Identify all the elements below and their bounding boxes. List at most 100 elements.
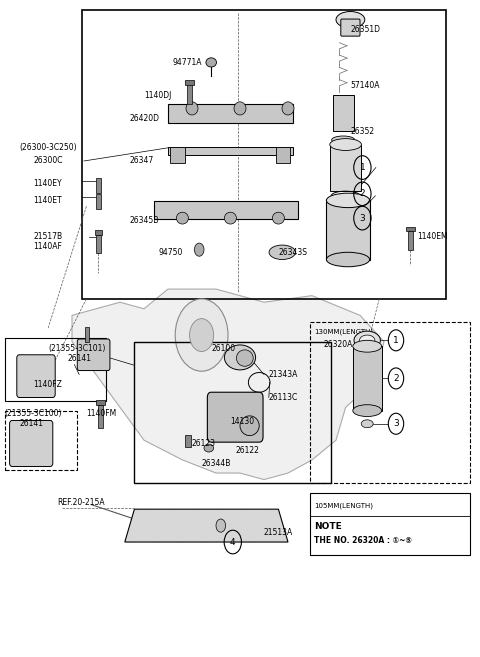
Ellipse shape: [269, 245, 295, 260]
Text: 4: 4: [230, 537, 236, 547]
Bar: [187, 84, 192, 104]
Ellipse shape: [354, 331, 380, 350]
Bar: [96, 178, 101, 193]
Bar: [98, 405, 103, 428]
Polygon shape: [72, 289, 384, 480]
FancyBboxPatch shape: [341, 19, 360, 36]
Circle shape: [175, 299, 228, 371]
Bar: [310, 322, 470, 483]
Text: 26320A: 26320A: [324, 340, 353, 350]
Text: 1140EM: 1140EM: [418, 232, 448, 241]
Text: 94771A: 94771A: [173, 58, 202, 67]
Text: 26351D: 26351D: [350, 25, 380, 34]
Circle shape: [216, 519, 226, 532]
Text: 26113C: 26113C: [269, 393, 298, 402]
Bar: [5, 338, 106, 401]
Bar: [276, 147, 290, 163]
Ellipse shape: [330, 139, 361, 150]
Text: 26344B: 26344B: [202, 459, 231, 468]
FancyBboxPatch shape: [17, 355, 55, 397]
Text: 2: 2: [393, 374, 399, 383]
Text: 3: 3: [360, 214, 365, 223]
FancyBboxPatch shape: [77, 339, 110, 371]
Text: 57140A: 57140A: [350, 81, 380, 90]
Text: 26123: 26123: [192, 439, 216, 448]
Ellipse shape: [353, 340, 382, 352]
Text: 94750: 94750: [158, 248, 183, 258]
Text: (21355-3C100): (21355-3C100): [5, 409, 62, 419]
Ellipse shape: [272, 212, 284, 224]
Text: 1140FZ: 1140FZ: [34, 380, 62, 389]
Ellipse shape: [282, 102, 294, 115]
Text: 1140FM: 1140FM: [86, 409, 117, 419]
Text: 1140DJ: 1140DJ: [144, 91, 171, 100]
Text: 130MM(LENGTH): 130MM(LENGTH): [314, 328, 373, 335]
Text: NOTE: NOTE: [314, 522, 342, 532]
Text: 1140AF: 1140AF: [34, 242, 62, 251]
Bar: [85, 327, 89, 342]
Text: 26141: 26141: [67, 353, 91, 363]
Bar: [82, 10, 446, 299]
Ellipse shape: [177, 212, 188, 224]
Text: (26300-3C250): (26300-3C250): [19, 143, 77, 152]
Ellipse shape: [186, 102, 198, 115]
Text: 14130: 14130: [230, 417, 254, 426]
Text: (21355-3C101): (21355-3C101): [48, 344, 106, 353]
Bar: [408, 231, 413, 250]
Bar: [353, 346, 382, 411]
Bar: [310, 493, 470, 555]
Bar: [96, 194, 101, 209]
Text: 26352: 26352: [350, 127, 374, 136]
Text: 1140ET: 1140ET: [34, 196, 62, 205]
Text: 2: 2: [360, 189, 365, 198]
Ellipse shape: [236, 350, 253, 367]
FancyBboxPatch shape: [207, 392, 263, 442]
Text: 26345B: 26345B: [130, 215, 159, 225]
Text: 1140EY: 1140EY: [34, 179, 62, 189]
Ellipse shape: [361, 420, 373, 428]
Ellipse shape: [360, 335, 375, 346]
Ellipse shape: [206, 58, 216, 67]
Bar: [330, 145, 361, 191]
Text: 26300C: 26300C: [34, 156, 63, 166]
Ellipse shape: [204, 444, 214, 452]
Bar: [154, 201, 298, 219]
Ellipse shape: [224, 212, 236, 224]
Text: 1: 1: [393, 336, 399, 345]
Text: 1: 1: [360, 163, 365, 172]
Bar: [5, 411, 77, 470]
Text: 26420D: 26420D: [130, 114, 159, 123]
Ellipse shape: [326, 252, 370, 267]
Bar: [134, 342, 331, 483]
Ellipse shape: [326, 193, 370, 208]
Text: 26347: 26347: [130, 156, 154, 166]
Bar: [333, 95, 354, 131]
Bar: [406, 227, 415, 231]
Bar: [168, 147, 293, 155]
Circle shape: [194, 243, 204, 256]
Polygon shape: [125, 509, 288, 542]
Text: REF.20-215A: REF.20-215A: [58, 498, 105, 507]
Circle shape: [190, 319, 214, 351]
Text: 26122: 26122: [235, 445, 259, 455]
Bar: [168, 104, 293, 123]
Bar: [185, 435, 191, 447]
Text: 21517B: 21517B: [34, 232, 63, 241]
Bar: [185, 80, 194, 85]
Bar: [96, 400, 105, 405]
Text: 105MM(LENGTH): 105MM(LENGTH): [314, 503, 373, 509]
Ellipse shape: [336, 12, 365, 28]
Text: 26141: 26141: [19, 419, 43, 428]
Text: 3: 3: [393, 419, 399, 428]
FancyBboxPatch shape: [10, 420, 53, 466]
Bar: [95, 230, 102, 235]
Bar: [170, 147, 185, 163]
Bar: [326, 200, 370, 260]
Ellipse shape: [234, 102, 246, 115]
Ellipse shape: [332, 136, 355, 144]
Text: 21343A: 21343A: [269, 370, 298, 379]
Ellipse shape: [240, 416, 259, 436]
Text: 26100: 26100: [211, 344, 235, 353]
Text: THE NO. 26320A : ①~⑤: THE NO. 26320A : ①~⑤: [314, 536, 412, 545]
Text: 26343S: 26343S: [278, 248, 307, 258]
